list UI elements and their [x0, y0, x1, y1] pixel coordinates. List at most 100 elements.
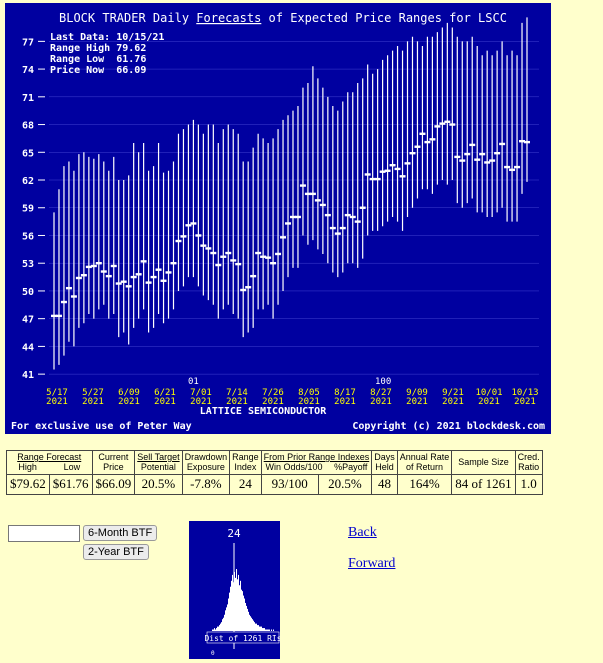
price-marker: [270, 262, 277, 265]
price-marker: [130, 275, 137, 279]
price-marker: [215, 263, 222, 267]
range-low-value: 61.76: [116, 54, 146, 65]
histogram-bar: [267, 629, 268, 631]
range-index-value: 24: [229, 473, 262, 495]
svg-text:Price Now 66.09: Price Now 66.09: [50, 64, 146, 76]
price-marker: [70, 295, 77, 298]
x-tick-date: 10/13: [511, 388, 538, 398]
price-marker: [409, 152, 416, 155]
price-marker: [339, 226, 346, 230]
histogram-bar: [257, 625, 258, 631]
histogram-bar: [214, 628, 215, 631]
price-marker: [285, 222, 292, 225]
year-marker-01: 01: [188, 377, 199, 387]
price-marker: [170, 262, 177, 265]
histogram-bar: [260, 626, 261, 631]
back-link[interactable]: Back: [348, 525, 377, 540]
histogram-bar: [268, 629, 269, 631]
price-marker: [135, 273, 142, 276]
price-marker: [344, 213, 351, 217]
histogram-bar: [218, 626, 219, 631]
range-bars: [51, 17, 530, 370]
x-tick-year: 2021: [442, 397, 464, 407]
price-marker: [80, 274, 87, 277]
chart-title: BLOCK TRADER Daily Forecasts of Expected…: [59, 11, 507, 25]
histogram-bar: [249, 614, 250, 631]
x-tick-date: 7/01: [190, 388, 212, 398]
histogram-bar: [221, 622, 222, 631]
x-axis-ticks: 5/1720215/2720216/0920216/2120217/012021…: [46, 388, 538, 407]
price-marker: [200, 244, 207, 247]
price-marker: [504, 165, 511, 169]
histogram-bar: [228, 598, 229, 631]
histogram-bar: [245, 602, 246, 631]
x-tick-year: 2021: [370, 397, 392, 407]
price-marker: [120, 280, 127, 283]
price-marker: [65, 286, 72, 290]
histogram-bar: [239, 585, 240, 631]
price-marker: [314, 199, 321, 202]
x-tick-date: 5/27: [82, 388, 104, 398]
cred-ratio-header: Cred. Ratio: [514, 450, 543, 475]
forward-link[interactable]: Forward: [348, 556, 396, 571]
range-low-label: Range Low: [50, 54, 110, 65]
price-marker: [289, 215, 296, 219]
y-tick-label: 74: [22, 65, 34, 76]
price-marker: [299, 184, 306, 187]
payoff-value: 20.5%: [317, 473, 373, 495]
y-tick-label: 56: [22, 231, 34, 242]
histogram-bar: [222, 619, 223, 631]
range-forecast-header: Range Forecast High Low: [6, 450, 93, 475]
price-marker: [100, 270, 107, 273]
histogram-bar: [225, 610, 226, 631]
x-tick-year: 2021: [190, 397, 212, 407]
price-marker: [225, 251, 232, 255]
price-marker: [364, 173, 371, 176]
price-marker: [75, 276, 82, 280]
price-marker: [309, 192, 316, 196]
symbol-input[interactable]: [8, 525, 80, 542]
sell-target-header: Sell Target Potential: [134, 450, 183, 475]
price-marker: [140, 260, 147, 263]
x-tick-date: 8/05: [298, 388, 320, 398]
footer-copyright: Copyright (c) 2021 blockdesk.com: [352, 420, 545, 432]
price-marker: [185, 224, 192, 227]
histogram-bar: [269, 629, 270, 631]
price-marker: [155, 268, 162, 271]
price-marker: [175, 239, 182, 243]
histogram-bar: [215, 629, 216, 631]
last-data-label: Last Data:: [50, 32, 110, 43]
histogram-bar: [212, 629, 213, 631]
price-marker: [324, 213, 331, 217]
price-marker: [519, 139, 526, 143]
high-value: $79.62: [6, 473, 50, 495]
y-tick-label: 53: [22, 259, 34, 270]
forecasts-link[interactable]: Forecasts: [196, 11, 261, 25]
svg-text:Range Low 61.76: Range Low 61.76: [50, 54, 146, 65]
footer-exclusive: For exclusive use of Peter Way: [11, 420, 192, 432]
price-marker: [404, 162, 411, 165]
histogram-bar: [246, 605, 247, 631]
current-price-header: Current Price: [91, 450, 136, 475]
price-marker: [180, 235, 187, 238]
price-marker: [434, 125, 441, 128]
price-marker: [329, 226, 336, 230]
price-marker: [369, 177, 376, 181]
range-high-value: 79.62: [116, 43, 146, 54]
histogram-bar: [262, 628, 263, 631]
price-marker: [494, 152, 501, 155]
two-year-btf-button[interactable]: 2-Year BTF: [83, 544, 149, 560]
x-tick-year: 2021: [262, 397, 284, 407]
y-tick-label: 41: [22, 370, 34, 381]
histogram-bar: [213, 629, 214, 631]
price-marker: [359, 206, 366, 209]
y-tick-label: 47: [22, 315, 34, 326]
range-index-header: Range Index: [229, 450, 262, 475]
svg-text:Range High 79.62: Range High 79.62: [50, 42, 146, 54]
x-tick-year: 2021: [406, 397, 428, 407]
price-marker: [294, 215, 301, 219]
price-marker: [105, 274, 112, 278]
six-month-btf-button[interactable]: 6-Month BTF: [83, 525, 158, 541]
price-marker: [85, 265, 92, 269]
price-marker: [195, 234, 202, 237]
